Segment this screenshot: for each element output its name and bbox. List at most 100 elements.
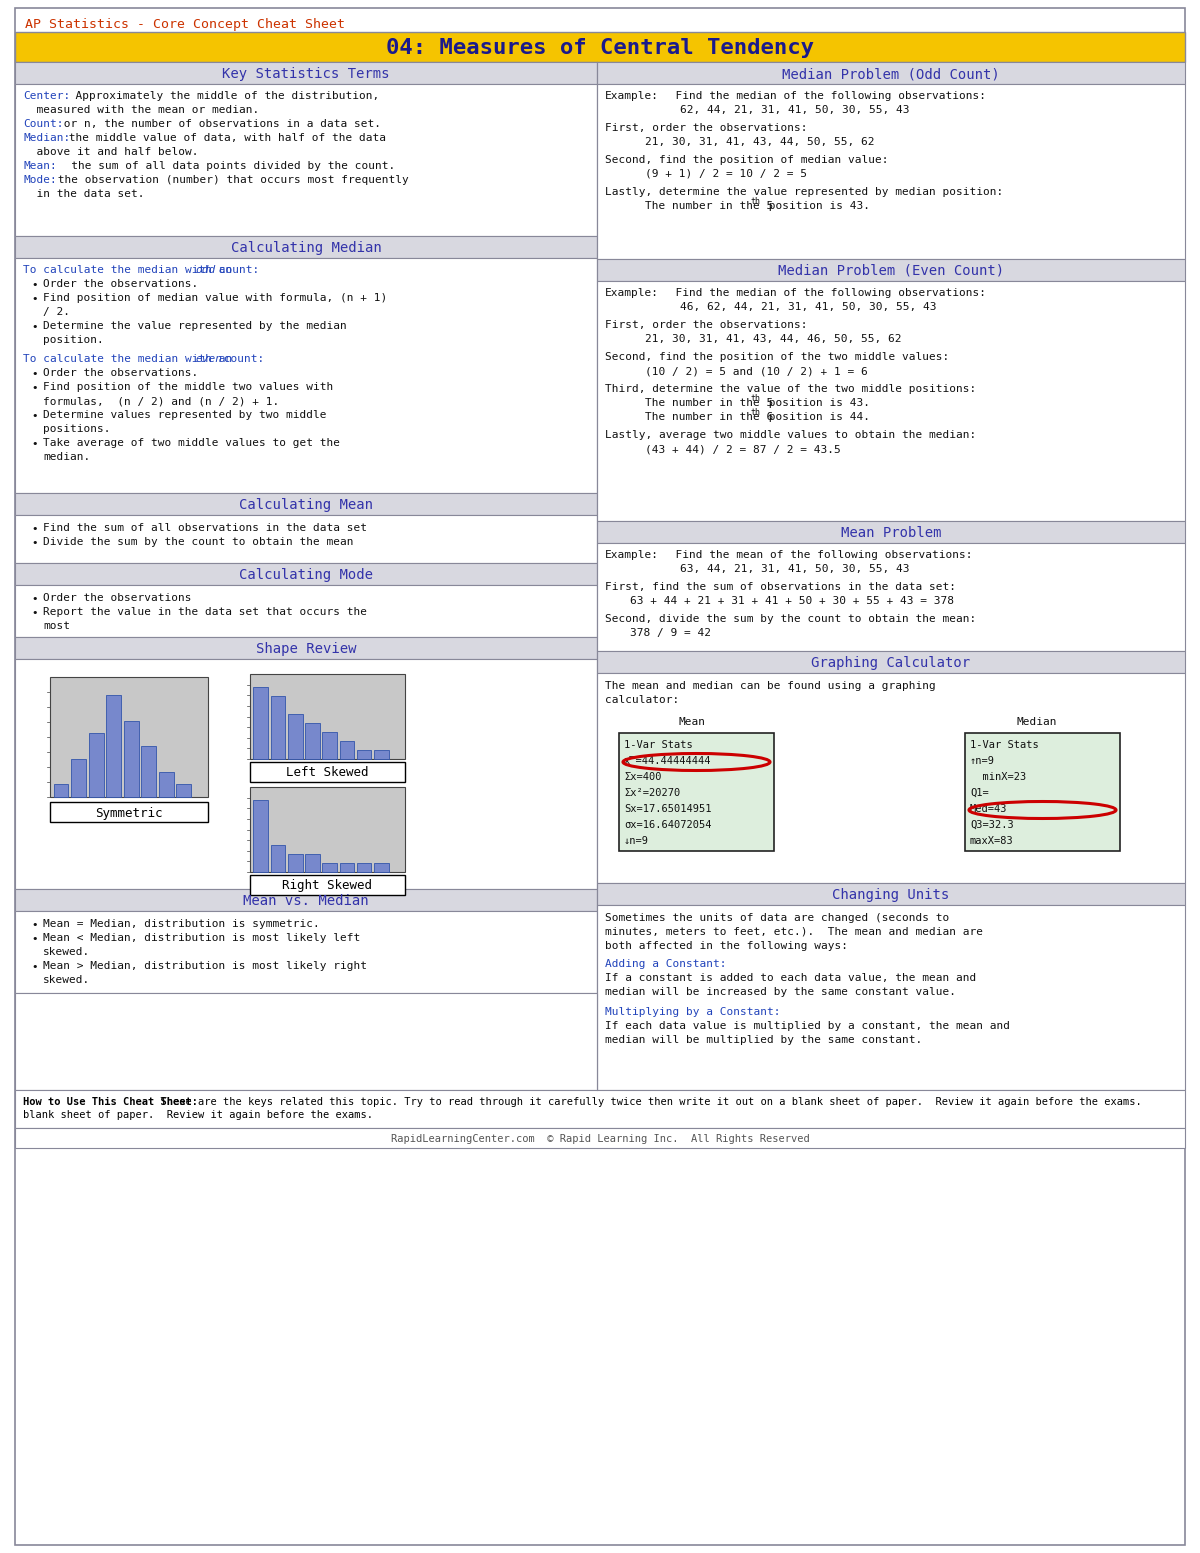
Bar <box>323 731 337 759</box>
Text: skewed.: skewed. <box>43 947 90 957</box>
Bar <box>14 637 598 658</box>
Bar <box>340 741 354 759</box>
Text: the middle value of data, with half of the data: the middle value of data, with half of t… <box>62 134 386 143</box>
Text: (43 + 44) / 2 = 87 / 2 = 43.5: (43 + 44) / 2 = 87 / 2 = 43.5 <box>646 444 841 453</box>
Text: positions.: positions. <box>43 424 110 433</box>
Bar <box>356 750 372 759</box>
Text: Find the sum of all observations in the data set: Find the sum of all observations in the … <box>43 523 367 533</box>
Text: Find the median of the following observations:: Find the median of the following observa… <box>662 287 986 298</box>
Text: formulas,  (n / 2) and (n / 2) + 1.: formulas, (n / 2) and (n / 2) + 1. <box>43 396 280 405</box>
Text: Second, find the position of median value:: Second, find the position of median valu… <box>605 155 888 165</box>
Text: Third, determine the value of the two middle positions:: Third, determine the value of the two mi… <box>605 384 977 394</box>
Text: RapidLearningCenter.com  © Rapid Learning Inc.  All Rights Reserved: RapidLearningCenter.com © Rapid Learning… <box>391 1134 809 1145</box>
Bar <box>271 845 286 871</box>
Text: th: th <box>751 408 761 418</box>
Text: Sx=17.65014951: Sx=17.65014951 <box>624 804 712 814</box>
Bar <box>288 854 302 871</box>
Text: in the data set.: in the data set. <box>23 189 144 199</box>
Text: the sum of all data points divided by the count.: the sum of all data points divided by th… <box>50 162 395 171</box>
Bar <box>14 1090 1186 1127</box>
Bar <box>598 672 1186 884</box>
Text: position is 43.: position is 43. <box>762 200 870 211</box>
Text: / 2.: / 2. <box>43 307 70 317</box>
Bar <box>71 759 86 797</box>
Text: Divide the sum by the count to obtain the mean: Divide the sum by the count to obtain th… <box>43 537 354 547</box>
Text: Sometimes the units of data are changed (seconds to: Sometimes the units of data are changed … <box>605 913 949 922</box>
Bar <box>106 696 121 797</box>
Bar <box>598 281 1186 520</box>
Text: 1-Var Stats: 1-Var Stats <box>624 739 692 750</box>
Text: Median:: Median: <box>23 134 71 143</box>
Text: Right Skewed: Right Skewed <box>282 879 372 893</box>
Bar <box>14 658 598 888</box>
Bar <box>305 854 319 871</box>
Text: Med=43: Med=43 <box>970 804 1008 814</box>
Bar <box>14 258 598 492</box>
Text: Mean > Median, distribution is most likely right: Mean > Median, distribution is most like… <box>43 961 367 971</box>
Text: •: • <box>31 321 37 332</box>
Text: •: • <box>31 919 37 930</box>
Bar <box>54 784 68 797</box>
Text: Example:: Example: <box>605 287 659 298</box>
Text: Changing Units: Changing Units <box>833 888 949 902</box>
Text: Count:: Count: <box>23 120 64 129</box>
Text: median will be increased by the same constant value.: median will be increased by the same con… <box>605 988 956 997</box>
Bar <box>250 674 406 759</box>
Text: Adding a Constant:: Adding a Constant: <box>605 960 726 969</box>
Bar <box>598 84 1186 259</box>
Bar <box>598 259 1186 281</box>
Text: odd: odd <box>196 266 215 275</box>
Text: •: • <box>31 294 37 304</box>
Bar <box>14 1127 1186 1148</box>
Bar <box>598 544 1186 651</box>
Text: To calculate the median with an: To calculate the median with an <box>23 266 239 275</box>
Text: Report the value in the data set that occurs the: Report the value in the data set that oc… <box>43 607 367 617</box>
Text: both affected in the following ways:: both affected in the following ways: <box>605 941 848 950</box>
Bar <box>253 686 268 759</box>
Bar <box>305 722 319 759</box>
Text: Mean Problem: Mean Problem <box>841 526 941 540</box>
Text: First, order the observations:: First, order the observations: <box>605 123 808 134</box>
Bar <box>14 992 598 1090</box>
Bar <box>356 863 372 871</box>
Text: Key Statistics Terms: Key Statistics Terms <box>222 67 390 81</box>
Text: Mean:: Mean: <box>23 162 56 171</box>
Bar <box>14 516 598 564</box>
Text: Median Problem (Odd Count): Median Problem (Odd Count) <box>782 67 1000 81</box>
Text: x̅=44.44444444: x̅=44.44444444 <box>624 756 712 766</box>
Text: Approximately the middle of the distribution,: Approximately the middle of the distribu… <box>62 92 379 101</box>
Text: Multiplying by a Constant:: Multiplying by a Constant: <box>605 1006 780 1017</box>
Text: Lastly, average two middle values to obtain the median:: Lastly, average two middle values to obt… <box>605 430 977 439</box>
Bar <box>14 564 598 585</box>
Text: Order the observations.: Order the observations. <box>43 280 198 289</box>
Text: How to Use This Cheat Sheet:: How to Use This Cheat Sheet: <box>23 1096 198 1107</box>
Bar <box>14 62 598 84</box>
Text: th: th <box>751 197 761 207</box>
Text: The number in the 5: The number in the 5 <box>646 200 773 211</box>
Bar <box>323 863 337 871</box>
Bar <box>374 750 389 759</box>
Text: maxX=83: maxX=83 <box>970 836 1014 846</box>
Text: count:: count: <box>211 266 259 275</box>
Text: •: • <box>31 537 37 548</box>
Text: Find position of the middle two values with: Find position of the middle two values w… <box>43 382 334 391</box>
Text: The number in the 6: The number in the 6 <box>646 412 773 422</box>
Bar <box>288 714 302 759</box>
Text: the observation (number) that occurs most frequently: the observation (number) that occurs mos… <box>50 175 409 185</box>
Text: Order the observations.: Order the observations. <box>43 368 198 377</box>
Bar <box>253 800 268 871</box>
Text: Example:: Example: <box>605 92 659 101</box>
Bar <box>250 874 406 895</box>
Bar <box>14 912 598 992</box>
Text: Second, divide the sum by the count to obtain the mean:: Second, divide the sum by the count to o… <box>605 613 977 624</box>
Text: calculator:: calculator: <box>605 696 679 705</box>
Text: median.: median. <box>43 452 90 461</box>
Bar <box>271 696 286 759</box>
Text: Order the observations: Order the observations <box>43 593 192 603</box>
Text: •: • <box>31 370 37 379</box>
Text: •: • <box>31 593 37 604</box>
Bar <box>598 651 1186 672</box>
Text: 21, 30, 31, 41, 43, 44, 50, 55, 62: 21, 30, 31, 41, 43, 44, 50, 55, 62 <box>646 137 875 148</box>
Text: Example:: Example: <box>605 550 659 561</box>
Text: Find the median of the following observations:: Find the median of the following observa… <box>662 92 986 101</box>
